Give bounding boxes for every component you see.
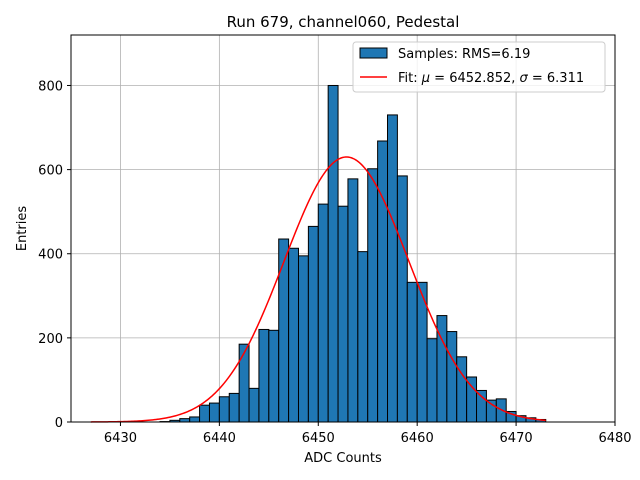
histogram-bars: [159, 84, 547, 423]
histogram-bar: [337, 205, 349, 423]
histogram-bar: [456, 356, 468, 423]
histogram-bar: [248, 387, 260, 423]
histogram-bar: [179, 418, 191, 423]
legend: Samples: RMS=6.19 Fit: μ = 6452.852, σ =…: [352, 41, 606, 93]
histogram-bar: [189, 416, 201, 423]
legend-histogram-label: Samples: RMS=6.19: [398, 47, 530, 62]
y-tick-label: 400: [38, 248, 63, 263]
histogram-bar: [466, 376, 478, 423]
histogram-bar: [278, 238, 290, 423]
x-axis-label: ADC Counts: [304, 451, 382, 466]
y-axis-ticks: 0 200 400 600 800: [38, 79, 71, 431]
axes-frame: [70, 34, 616, 423]
x-tick-label: 6450: [302, 431, 335, 446]
histogram-bar: [218, 396, 230, 423]
histogram-bar: [268, 329, 280, 423]
x-tick-label: 6460: [401, 431, 434, 446]
y-tick-label: 600: [38, 164, 63, 179]
histogram-bar: [367, 168, 379, 423]
histogram-bar: [347, 178, 359, 423]
histogram-bar: [476, 389, 487, 423]
histogram-bar: [387, 114, 398, 423]
histogram-bar: [307, 225, 319, 423]
histogram-bar: [426, 338, 438, 423]
histogram-bar: [396, 175, 408, 423]
histogram-bar: [406, 281, 418, 423]
fit-curve: [90, 156, 546, 423]
y-tick-label: 800: [38, 79, 63, 94]
legend-fit-label: Fit: μ = 6452.852, σ = 6.311: [398, 71, 584, 86]
x-tick-label: 6430: [104, 431, 137, 446]
x-tick-label: 6480: [598, 431, 631, 446]
histogram-bar: [317, 203, 329, 423]
histogram-bar: [238, 343, 250, 423]
histogram-bar: [327, 84, 339, 423]
histogram-bar: [288, 247, 299, 423]
y-axis-label: Entries: [15, 206, 30, 252]
legend-box: [352, 41, 606, 93]
histogram-bar: [446, 331, 458, 423]
x-tick-label: 6470: [500, 431, 533, 446]
legend-histogram-swatch: [359, 47, 388, 59]
histogram-bar: [228, 392, 240, 423]
histogram-bar: [199, 404, 210, 423]
x-axis-ticks: 6430 6440 6450 6460 6470 6480: [104, 422, 632, 446]
histogram-bar: [258, 328, 270, 423]
y-tick-label: 200: [38, 332, 63, 347]
histogram-bar: [377, 140, 389, 423]
y-tick-label: 0: [55, 416, 63, 431]
histogram-bar: [297, 255, 309, 423]
histogram-bar: [357, 251, 369, 423]
x-tick-label: 6440: [203, 431, 236, 446]
histogram-bar: [208, 402, 220, 423]
chart-title: Run 679, channel060, Pedestal: [227, 13, 460, 31]
